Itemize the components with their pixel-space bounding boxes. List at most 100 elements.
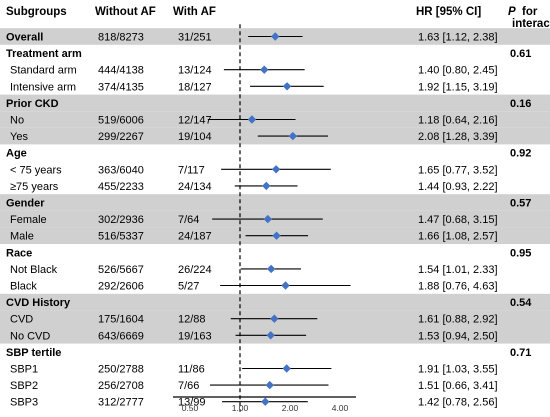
row-with-af: 18/127 <box>178 81 212 93</box>
row-label: Standard arm <box>10 65 77 77</box>
row-hr-ci: 1.63 [1.12, 2.38] <box>418 32 498 44</box>
header-p-for: for <box>522 6 538 18</box>
row-hr-ci: 1.66 [1.08, 2.57] <box>418 231 498 243</box>
row-label: SBP1 <box>10 364 38 376</box>
hr-point <box>282 82 292 91</box>
x-tick-label: 0.50 <box>182 403 199 413</box>
row-hr-ci: 1.18 [0.64, 2.16] <box>418 115 498 127</box>
row-label: Race <box>6 247 32 259</box>
row-with-af: 5/27 <box>178 281 199 293</box>
row-without-af: 516/5337 <box>98 231 144 243</box>
row-without-af: 374/4135 <box>98 81 144 93</box>
row-label: Black <box>10 281 37 293</box>
hr-point <box>265 380 274 390</box>
row-hr-ci: 1.40 [0.80, 2.45] <box>418 65 498 77</box>
row-hr-ci: 1.61 [0.88, 2.92] <box>418 314 498 326</box>
hr-point <box>263 214 272 224</box>
row-label: Male <box>10 231 34 243</box>
row-label: Yes <box>10 131 28 143</box>
row-hr-ci: 1.88 [0.76, 4.63] <box>418 281 498 293</box>
hr-point <box>272 231 281 240</box>
hr-point <box>261 397 270 406</box>
row-label: Not Black <box>10 264 58 276</box>
row-without-af: 526/5667 <box>98 264 144 276</box>
x-tick-label: 4.00 <box>332 403 349 413</box>
row-with-af: 13/99 <box>178 397 206 409</box>
row-label: SBP3 <box>10 397 38 409</box>
row-with-af: 7/64 <box>178 214 199 226</box>
row-p-interaction: 0.95 <box>510 247 531 259</box>
row-with-af: 12/88 <box>178 314 206 326</box>
row-with-af: 24/134 <box>178 181 212 193</box>
row-without-af: 292/2606 <box>98 281 144 293</box>
row-p-interaction: 0.71 <box>510 347 531 359</box>
row-p-interaction: 0.16 <box>510 98 531 110</box>
hr-point <box>271 32 280 41</box>
row-without-af: 299/2267 <box>98 131 144 143</box>
row-label: Gender <box>6 198 45 210</box>
row-label: SBP tertile <box>6 347 61 359</box>
row-hr-ci: 1.51 [0.66, 3.41] <box>418 380 498 392</box>
row-without-af: 302/2936 <box>98 214 144 226</box>
row-label: SBP2 <box>10 380 38 392</box>
row-hr-ci: 1.42 [0.78, 2.56] <box>418 397 498 409</box>
row-with-af: 31/251 <box>178 32 212 44</box>
header-hr-ci: HR [95% CI] <box>416 6 481 18</box>
table-rows: Overall 818/8273 31/251 1.63 [1.12, 2.38] Tr… <box>6 32 532 409</box>
hr-point <box>282 364 291 373</box>
row-label: ≥75 years <box>10 181 59 193</box>
row-without-af: 519/6006 <box>98 115 144 127</box>
hr-point <box>281 281 290 290</box>
row-label: < 75 years <box>10 164 62 176</box>
row-without-af: 312/2777 <box>98 397 144 409</box>
hr-point <box>266 264 276 274</box>
hr-point <box>288 131 298 141</box>
row-label: Overall <box>6 32 43 44</box>
row-label: Prior CKD <box>6 98 59 110</box>
row-hr-ci: 1.44 [0.93, 2.22] <box>418 181 498 193</box>
row-without-af: 250/2788 <box>98 364 144 376</box>
row-p-interaction: 0.92 <box>510 148 531 160</box>
row-with-af: 24/187 <box>178 231 212 243</box>
row-hr-ci: 1.92 [1.15, 3.19] <box>418 81 498 93</box>
row-without-af: 818/8273 <box>98 32 144 44</box>
row-hr-ci: 1.53 [0.94, 2.50] <box>418 330 498 342</box>
row-p-interaction: 0.54 <box>510 297 532 309</box>
row-label: Treatment arm <box>6 48 82 60</box>
row-with-af: 11/86 <box>178 364 205 376</box>
row-label: CVD <box>10 314 33 326</box>
row-without-af: 444/4138 <box>98 65 144 77</box>
hr-point <box>247 115 257 124</box>
row-p-interaction: 0.61 <box>510 48 531 60</box>
header-without-af: Without AF <box>95 6 156 18</box>
shaded-band <box>0 94 550 112</box>
hr-point <box>260 65 269 74</box>
x-tick-label: 2.00 <box>282 403 299 413</box>
row-label: Age <box>6 148 27 160</box>
row-hr-ci: 1.65 [0.77, 3.52] <box>418 164 498 176</box>
hr-point <box>271 165 281 174</box>
row-with-af: 19/163 <box>178 330 212 342</box>
hr-point <box>270 314 279 323</box>
shaded-band <box>0 194 550 211</box>
row-label: CVD History <box>6 297 71 309</box>
header-subgroups: Subgroups <box>6 6 67 18</box>
row-with-af: 13/124 <box>178 65 212 77</box>
hr-point <box>266 331 275 340</box>
row-without-af: 643/6669 <box>98 330 144 342</box>
row-hr-ci: 2.08 [1.28, 3.39] <box>418 131 498 143</box>
column-headers: Subgroups Without AF With AF HR [95% CI]… <box>6 6 550 30</box>
row-hr-ci: 1.54 [1.01, 2.33] <box>418 264 498 276</box>
hr-point <box>262 181 271 191</box>
header-p-italic: P <box>508 6 516 18</box>
forest-marks <box>207 24 351 412</box>
row-with-af: 7/66 <box>178 380 199 392</box>
row-label: Intensive arm <box>10 81 76 93</box>
header-p-interaction: interaction <box>512 18 550 30</box>
row-without-af: 455/2233 <box>98 181 144 193</box>
x-axis: 0.50 1.00 2.00 4.00 <box>173 396 356 413</box>
header-with-af: With AF <box>173 6 216 18</box>
row-label: No <box>10 115 24 127</box>
shaded-band <box>0 293 550 311</box>
